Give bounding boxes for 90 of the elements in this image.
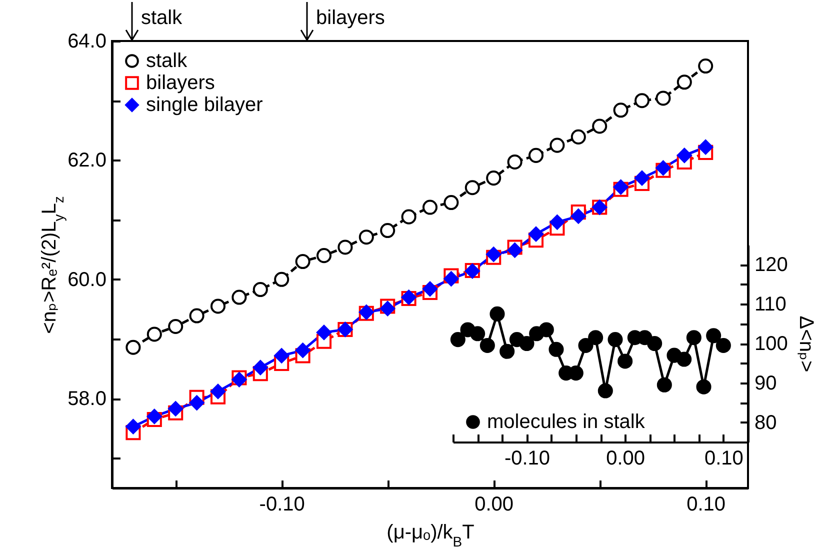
point [548,342,564,357]
point [519,336,534,352]
point [422,200,438,215]
point [168,318,184,334]
point [706,328,722,344]
point [146,326,162,342]
point [444,271,459,286]
x-axis-title: (μ-μₒ)/k$_{B}$T [386,522,474,550]
point [538,322,554,338]
point [696,379,712,394]
point [676,352,692,367]
point [252,282,268,298]
point [647,336,662,352]
y-tick-label: 62.0 [68,150,106,172]
point [550,214,565,230]
point [316,248,332,264]
point [189,395,204,410]
point [358,230,374,245]
point [486,246,502,262]
point [316,324,332,340]
x-tick-label: 0.00 [474,494,514,516]
point [676,74,692,90]
x-tick-label: 0.10 [686,494,726,516]
y2-tick-label: 110 [754,294,786,316]
legend-label: stalk [146,50,188,72]
point [570,129,586,144]
point [444,195,459,210]
point [570,208,586,224]
point [676,148,692,163]
point [338,240,353,255]
point [380,223,396,238]
point [634,170,650,186]
legend-label: single bilayer [146,94,264,116]
legend-label: molecules in stalk [487,411,646,433]
point [486,170,502,186]
point [464,180,480,196]
point [210,298,226,314]
point [252,360,268,376]
point [295,254,310,270]
point [126,340,141,355]
y2-tick-label: 100 [754,333,788,355]
point [656,377,672,392]
y-tick-label: 64.0 [68,30,106,52]
point [274,348,290,364]
point [168,401,184,416]
point [686,330,702,346]
point [698,58,714,74]
point [210,384,226,399]
legend-label: bilayers [146,72,215,94]
text: bilayers [316,6,385,30]
point [507,154,522,170]
point [470,326,486,342]
point [295,342,310,358]
y-tick-label: 58.0 [68,388,106,410]
y2-tick-label: 80 [754,412,777,434]
point [507,242,522,258]
point [578,338,594,353]
point [422,281,438,296]
point [146,408,162,424]
point [618,354,633,369]
x-tick-label: 0.10 [704,448,744,470]
y2-axis-title: Δ<nₚ> [794,316,817,372]
x-tick-label: -0.10 [504,448,550,470]
point [274,272,290,287]
x-tick-label: -0.10 [259,494,305,516]
x-tick-label: 0.00 [606,448,646,470]
text: stalk [141,6,182,30]
point [588,330,604,346]
y2-tick-label: 120 [754,254,788,276]
point [716,338,731,353]
point [550,138,565,153]
point [232,290,247,305]
y-tick-label: 60.0 [68,268,106,291]
point [598,383,613,398]
point [480,338,495,353]
point [450,332,466,348]
point [126,419,141,434]
point [528,148,544,163]
point [656,90,671,106]
point [608,332,623,348]
point [698,140,714,155]
point [528,226,544,242]
point [189,308,204,324]
point [490,306,505,322]
point [592,118,608,134]
point [613,102,628,118]
point [401,209,416,224]
point [500,344,515,359]
point [634,93,650,108]
y2-tick-label: 90 [754,372,777,394]
